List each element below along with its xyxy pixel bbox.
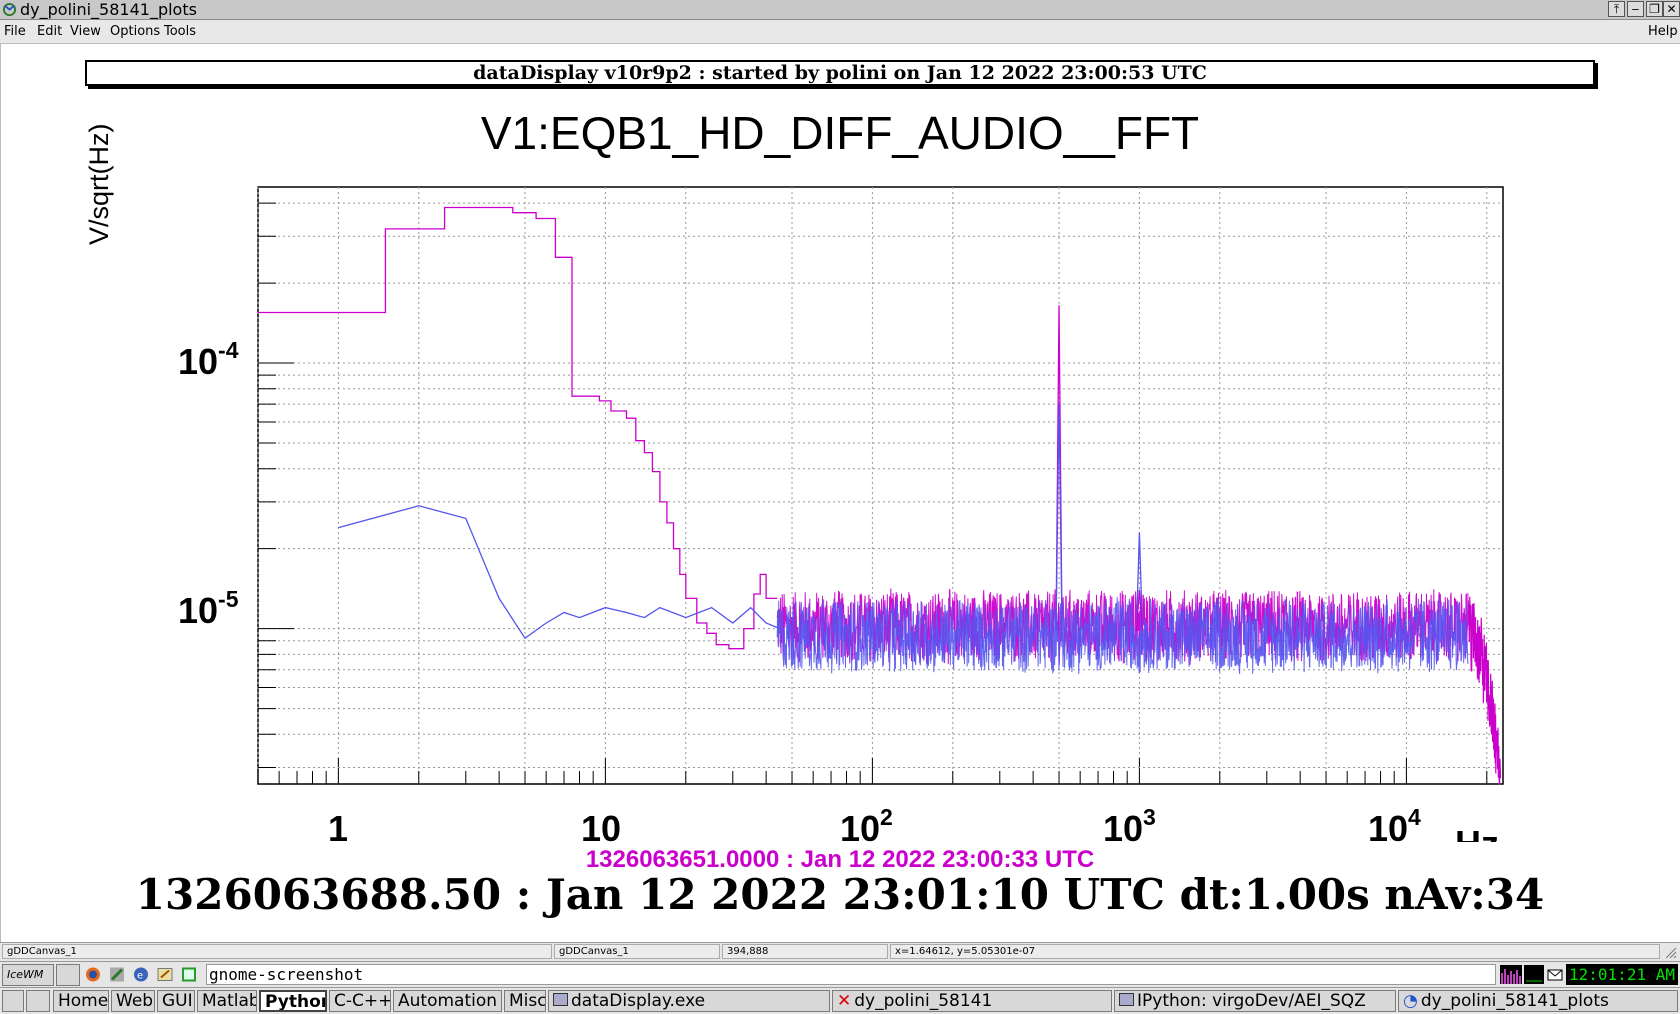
x-tick-label: 1 — [328, 808, 349, 849]
reference-time: 1326063651.0000 : Jan 12 2022 23:00:33 U… — [585, 846, 1095, 873]
x-tick-label: 104 — [1368, 804, 1421, 849]
task-label: IPython: virgoDev/AEI_SQZ — [1137, 991, 1366, 1011]
spectral-peak — [1055, 404, 1063, 631]
workspace-web[interactable]: Web — [111, 990, 155, 1012]
menu-tools[interactable]: Tools — [164, 24, 197, 39]
clock[interactable]: 12:01:21 AM — [1566, 964, 1678, 985]
workspace-matlab[interactable]: Matlab — [197, 990, 257, 1012]
y-tick-label: 10-5 — [178, 586, 239, 631]
network-monitor-icon — [1524, 965, 1544, 984]
menubar: File Edit View Options Tools Help — [0, 20, 1680, 44]
browser-icon[interactable]: e — [132, 965, 150, 984]
spectral-peak — [1135, 532, 1144, 631]
window-title: dy_polini_58141_plots — [20, 0, 197, 19]
command-input[interactable]: gnome-screenshot — [206, 964, 1496, 985]
app-icon — [2, 2, 17, 17]
spectrum-chart[interactable] — [0, 0, 1680, 860]
workspace-gui[interactable]: GUI — [157, 990, 195, 1012]
editor-icon[interactable] — [156, 965, 174, 984]
settings-icon[interactable] — [108, 965, 126, 984]
workspace-misc[interactable]: Misc — [504, 990, 546, 1012]
window-titlebar[interactable]: dy_polini_58141_plots ⤒ ‒ ❐ ✕ — [0, 0, 1680, 20]
task-datadisplay[interactable]: dataDisplay.exe — [548, 990, 830, 1012]
svg-text:e: e — [137, 971, 143, 982]
taskbar-top: IceWM e gnome-screenshot 12:01:21 AM — [0, 961, 1680, 988]
start-menu-button[interactable]: IceWM — [2, 964, 54, 986]
maximize-button[interactable]: ❐ — [1646, 1, 1663, 17]
app-icon: ◔ — [1403, 991, 1418, 1011]
taskbar-bottom: Home Web GUI Matlab Python C-C++ Automat… — [0, 987, 1680, 1014]
pin-button[interactable]: ⤒ — [1608, 1, 1625, 17]
rolloff-trace — [1467, 596, 1502, 785]
x-tick-label: 10 — [581, 808, 622, 849]
workspace-python[interactable]: Python — [259, 990, 327, 1012]
task-ipython[interactable]: IPython: virgoDev/AEI_SQZ — [1114, 990, 1396, 1012]
noise-band-trace — [776, 597, 1469, 675]
menu-options[interactable]: Options — [110, 24, 161, 39]
resize-grip-icon[interactable] — [1664, 946, 1678, 959]
terminal-icon[interactable] — [180, 965, 198, 984]
terminal-app-icon — [1119, 993, 1134, 1006]
x-axis-label: Hz — [1455, 826, 1499, 842]
menu-view[interactable]: View — [70, 24, 101, 39]
cpu-monitor-icon — [1500, 965, 1522, 984]
x-tick-label: 103 — [1103, 804, 1156, 849]
spectral-peak — [1135, 589, 1144, 631]
plot-frame — [257, 186, 1504, 785]
status-data-coords: x=1.64612, y=5.05301e-07 — [890, 944, 1660, 959]
workspace-home[interactable]: Home — [53, 990, 109, 1012]
task-label: dy_polini_58141_plots — [1420, 991, 1609, 1011]
workspace-automation[interactable]: Automation — [393, 990, 502, 1012]
status-canvas-name-2: gDDCanvas_1 — [554, 944, 720, 959]
menu-edit[interactable]: Edit — [37, 24, 63, 39]
mail-icon[interactable] — [1547, 965, 1563, 984]
current-time: 1326063688.50 : Jan 12 2022 23:01:10 UTC… — [135, 870, 1545, 919]
firefox-icon[interactable] — [84, 965, 102, 984]
terminal-app-icon — [553, 993, 568, 1006]
task-dy-polini[interactable]: ✕ dy_polini_58141 — [832, 990, 1112, 1012]
workspace-c-cpp[interactable]: C-C++ — [329, 990, 391, 1012]
menu-file[interactable]: File — [4, 24, 26, 39]
minimize-all-button[interactable] — [2, 990, 24, 1012]
chart-title: V1:EQB1_HD_DIFF_AUDIO__FFT — [480, 107, 1200, 159]
show-desktop-button[interactable] — [56, 964, 80, 986]
banner: dataDisplay v10r9p2 : started by polini … — [85, 60, 1595, 86]
window-list-icon[interactable] — [26, 990, 50, 1012]
y-tick-label: 10-4 — [178, 337, 239, 382]
minimize-button[interactable]: ‒ — [1627, 1, 1644, 17]
statusbar: gDDCanvas_1 gDDCanvas_1 394,888 x=1.6461… — [0, 942, 1680, 961]
status-pixel-coords: 394,888 — [722, 944, 888, 959]
task-label: dataDisplay.exe — [571, 991, 706, 1011]
task-label: dy_polini_58141 — [854, 991, 993, 1011]
x-tick-label: 102 — [840, 804, 893, 849]
series-line-0 — [258, 206, 778, 650]
menu-help[interactable]: Help — [1648, 24, 1678, 39]
status-canvas-name: gDDCanvas_1 — [2, 944, 552, 959]
task-dy-polini-plots[interactable]: ◔ dy_polini_58141_plots — [1398, 990, 1678, 1012]
x-app-icon: ✕ — [837, 991, 852, 1011]
series-line-1 — [338, 505, 781, 640]
